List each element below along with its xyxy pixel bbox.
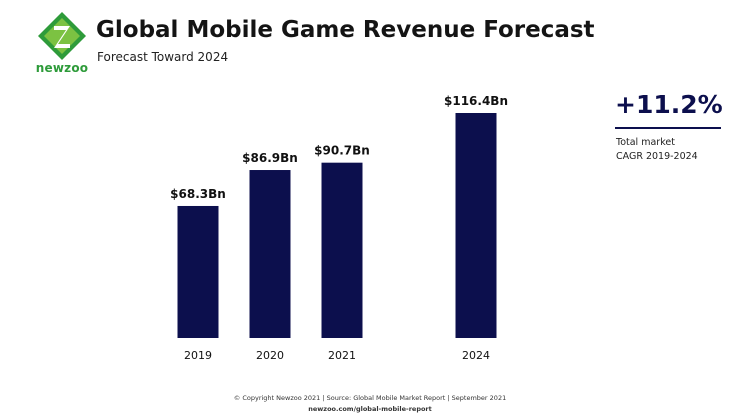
data-label-2020: $86.9Bn	[242, 151, 298, 165]
logo-wordmark: newzoo	[35, 61, 89, 75]
cagr-value: +11.2%	[615, 90, 723, 119]
data-label-2024: $116.4Bn	[444, 94, 508, 108]
bar-2019	[177, 205, 219, 338]
bar-2024	[455, 113, 497, 338]
data-label-2019: $68.3Bn	[170, 187, 226, 201]
x-tick-label-2024: 2024	[462, 349, 490, 362]
chart-title: Global Mobile Game Revenue Forecast	[96, 17, 595, 43]
chart-subtitle: Forecast Toward 2024	[97, 50, 229, 64]
report-url: newzoo.com/global-mobile-report	[308, 405, 432, 413]
x-tick-label-2021: 2021	[328, 349, 356, 362]
x-tick-label-2019: 2019	[184, 349, 212, 362]
bar-2020	[249, 170, 291, 338]
cagr-divider	[615, 127, 721, 129]
cagr-label-line2: CAGR 2019-2024	[616, 151, 698, 162]
x-tick-label-2020: 2020	[256, 349, 284, 362]
bar-2021	[321, 162, 363, 338]
copyright-source-note: © Copyright Newzoo 2021 | Source: Global…	[233, 394, 507, 402]
newzoo-logo-icon	[38, 12, 86, 60]
cagr-label-line1: Total market	[616, 137, 675, 148]
newzoo-logo	[36, 10, 88, 62]
data-label-2021: $90.7Bn	[314, 144, 370, 158]
